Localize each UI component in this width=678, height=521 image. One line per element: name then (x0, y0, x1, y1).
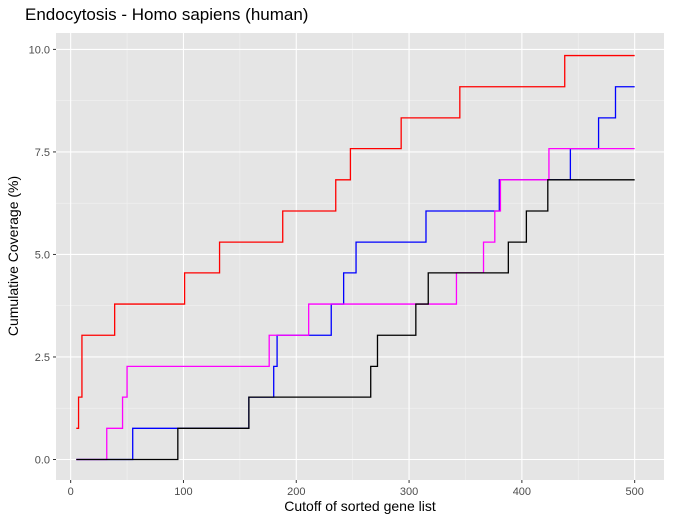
y-tick-label: 5.0 (35, 249, 50, 261)
chart-title: Endocytosis - Homo sapiens (human) (25, 5, 308, 24)
y-axis: 0.0 2.5 5.0 7.5 10.0 (29, 44, 56, 466)
minor-gridlines (56, 33, 664, 480)
x-tick-label: 200 (287, 486, 305, 498)
series-line-4 (76, 179, 635, 461)
series-layer (76, 54, 635, 461)
x-axis: 0 100 200 300 400 500 (68, 480, 644, 498)
major-gridlines (56, 33, 664, 480)
y-tick-label: 10.0 (29, 44, 50, 56)
y-tick-label: 0.0 (35, 454, 50, 466)
series-line-3 (76, 148, 635, 461)
y-tick-label: 7.5 (35, 147, 50, 159)
series-line-1 (76, 54, 635, 429)
x-tick-label: 100 (174, 486, 192, 498)
x-tick-label: 300 (400, 486, 418, 498)
x-tick-label: 400 (513, 486, 531, 498)
x-tick-label: 0 (68, 486, 74, 498)
plot-panel (56, 33, 664, 480)
x-tick-label: 500 (625, 486, 643, 498)
x-axis-title: Cutoff of sorted gene list (284, 498, 436, 514)
y-tick-label: 2.5 (35, 352, 50, 364)
y-axis-title: Cumulative Coverage (%) (5, 176, 21, 336)
